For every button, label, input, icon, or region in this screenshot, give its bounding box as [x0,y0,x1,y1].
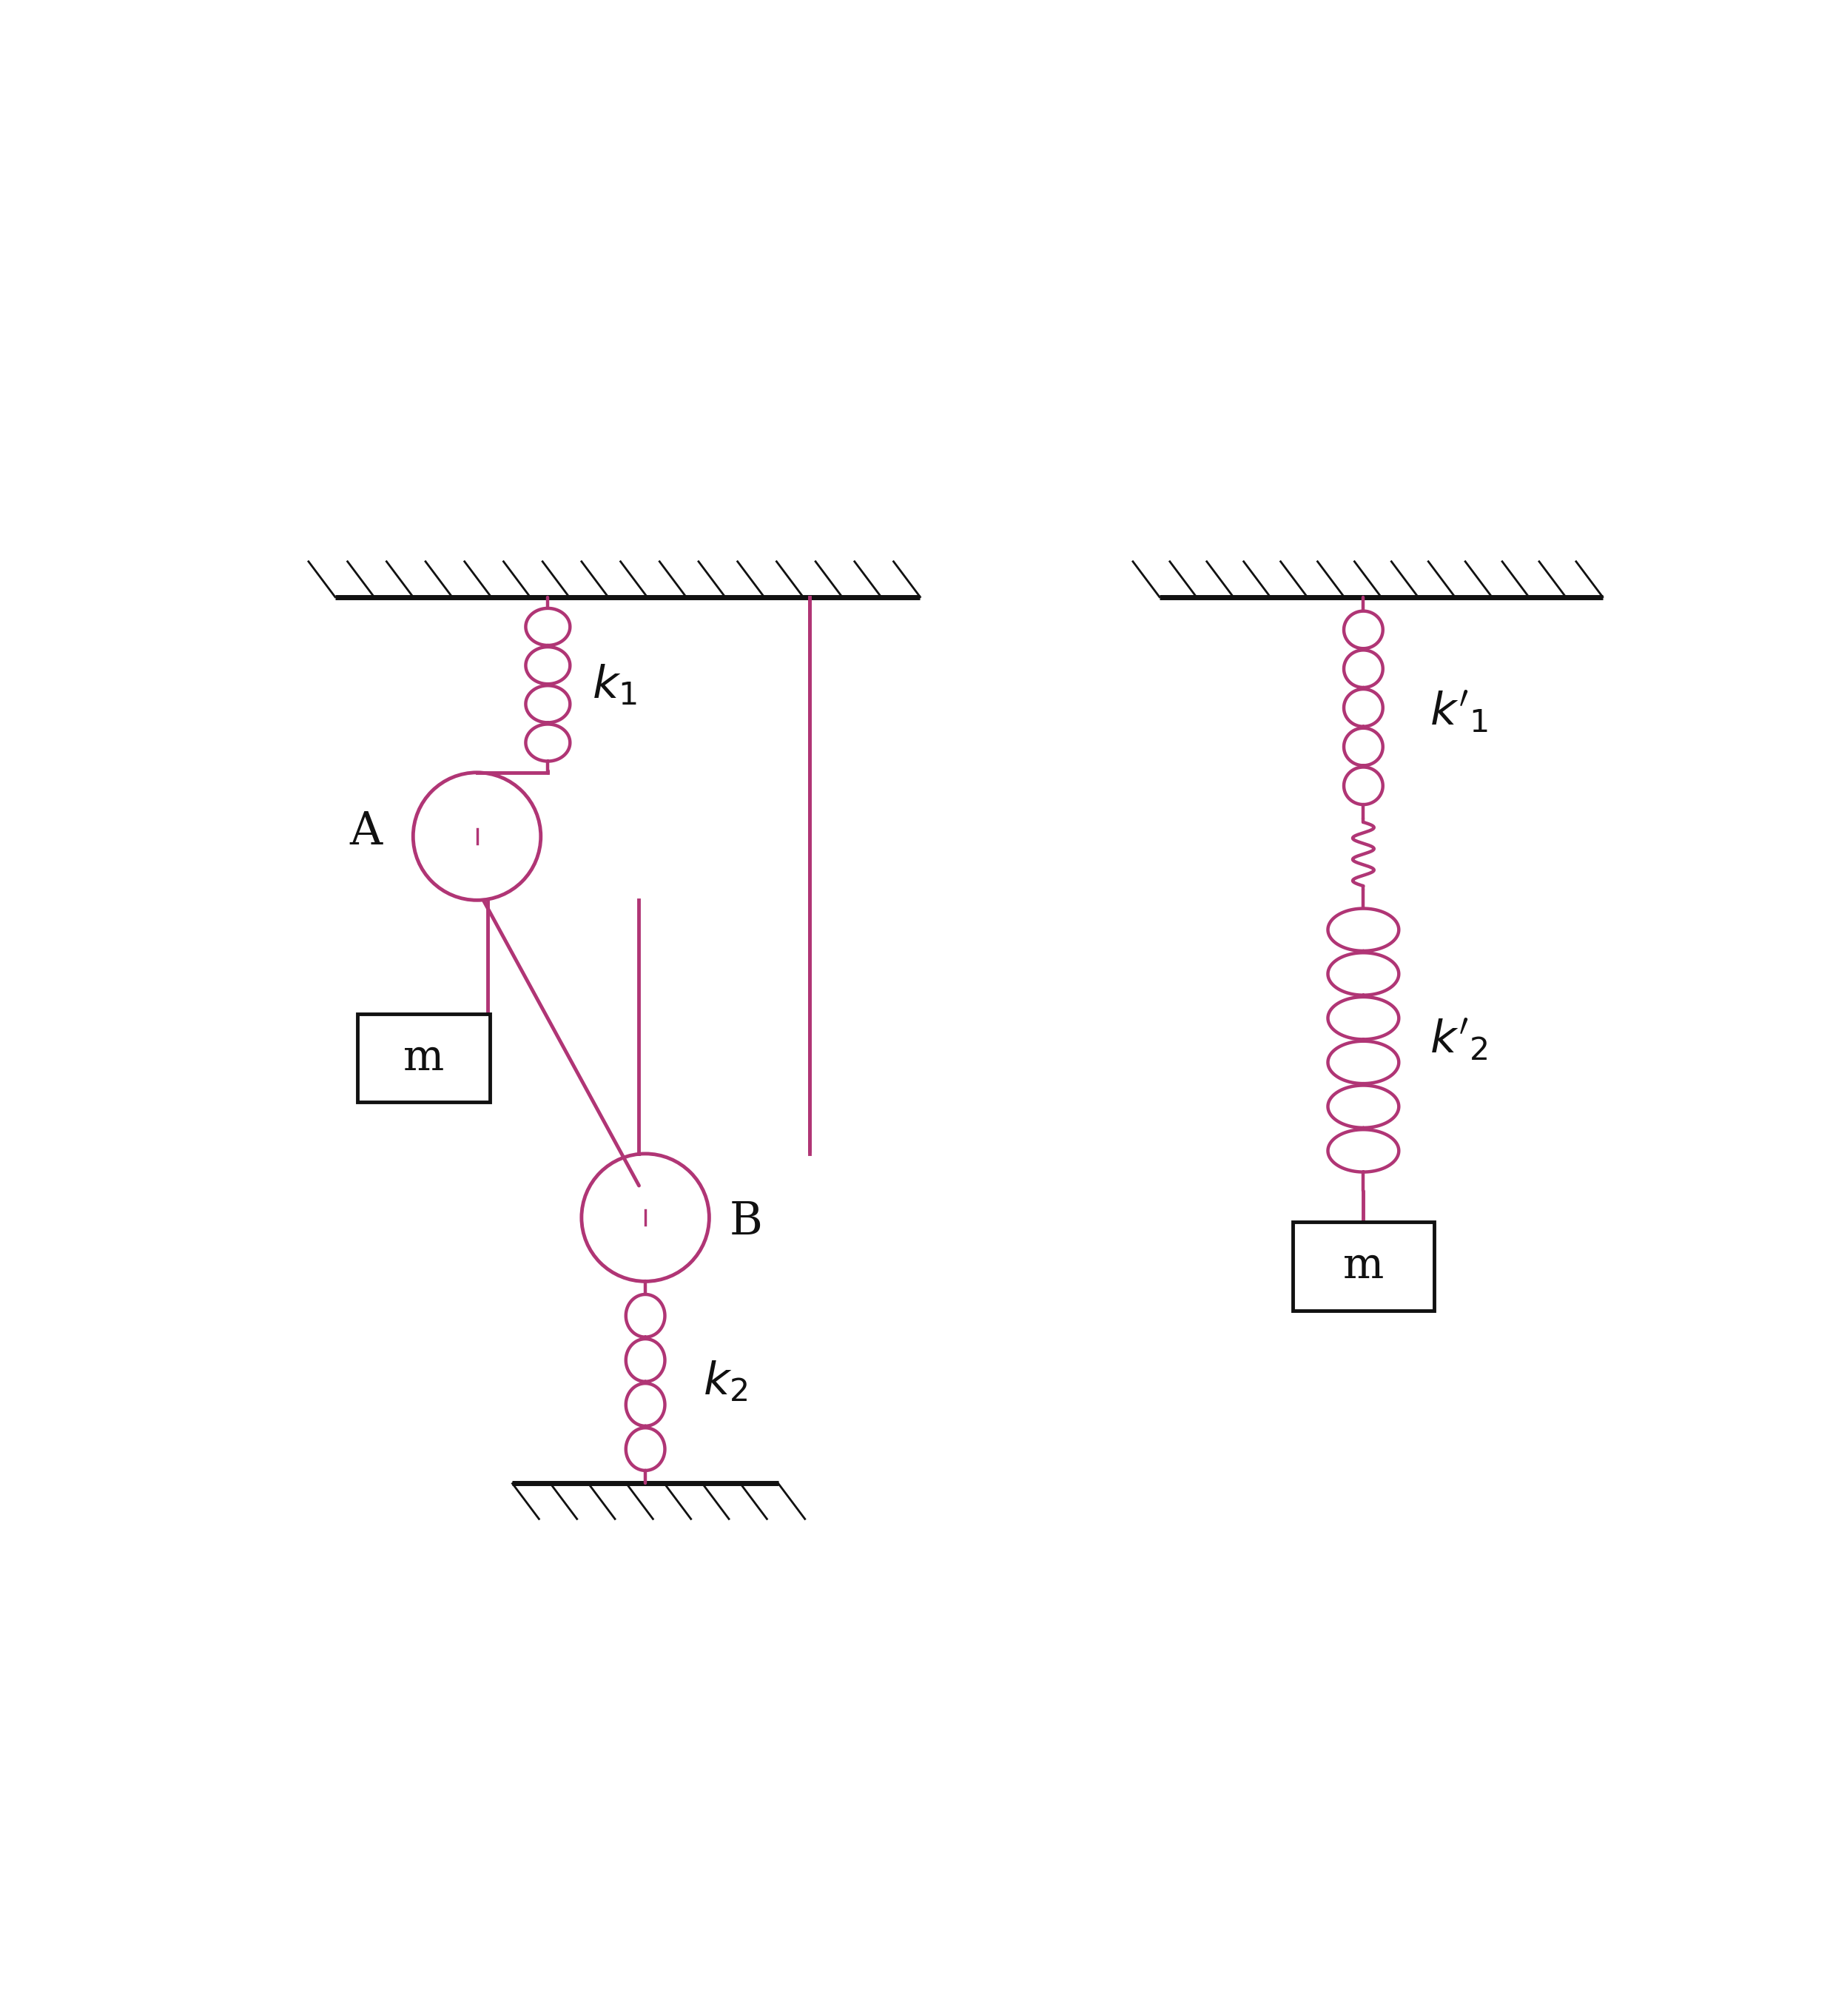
Text: $k_2$: $k_2$ [703,1359,748,1403]
Text: B: B [730,1200,763,1244]
Bar [357,1014,490,1103]
Text: $k_1$: $k_1$ [593,663,637,708]
Text: m: m [1343,1246,1383,1286]
Text: $k'_2$: $k'_2$ [1429,1018,1488,1062]
Text: A: A [350,810,382,855]
Text: m: m [403,1038,445,1079]
Text: $k'_1$: $k'_1$ [1429,689,1488,736]
Bar [1292,1222,1435,1310]
